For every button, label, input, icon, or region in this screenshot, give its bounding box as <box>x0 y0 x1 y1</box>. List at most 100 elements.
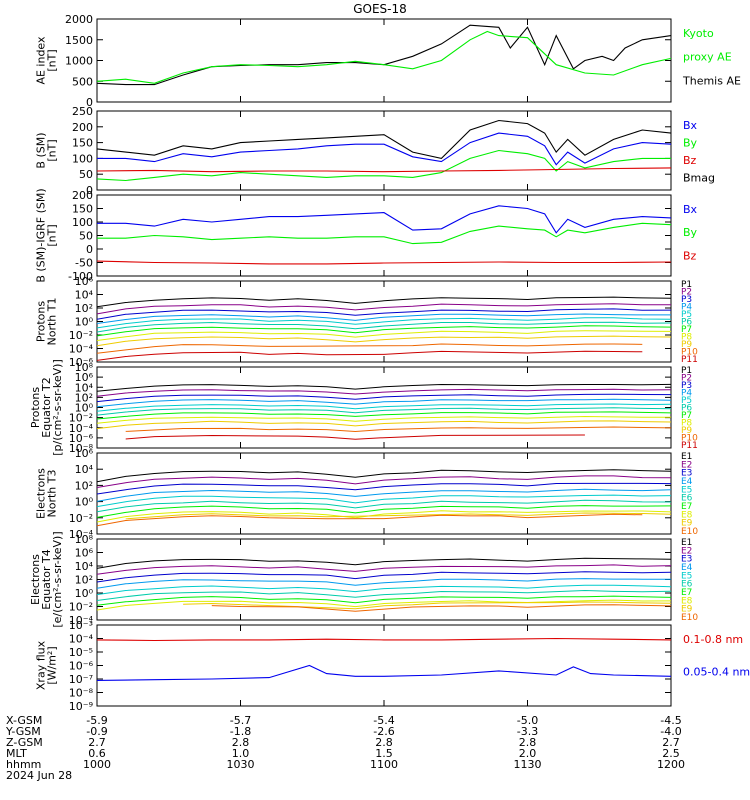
channel-line <box>96 584 672 596</box>
y-tick-label: 2000 <box>65 13 93 26</box>
y-tick-label: 10⁻⁸ <box>69 442 94 455</box>
y-tick-label: -100 <box>68 270 93 283</box>
footer-row-label: Z-GSM <box>6 736 43 749</box>
legend-label: Bz <box>683 154 697 167</box>
y-tick-label: 10⁴ <box>75 463 94 476</box>
y-tick-label: 10⁻⁷ <box>69 673 93 686</box>
channel-line <box>96 482 672 495</box>
y-tick-label: 10⁶ <box>75 547 94 560</box>
channel-line <box>96 488 672 502</box>
channel-line <box>96 383 672 392</box>
channel-line <box>96 589 672 601</box>
footer-value: 1.5 <box>375 747 393 760</box>
channel-legend-label: P9 <box>681 340 692 350</box>
footer-value: -4.0 <box>660 725 681 738</box>
y-axis-label: [W/m²] <box>46 646 59 684</box>
legend-label: By <box>683 226 698 239</box>
footer-row-label: X-GSM <box>6 714 42 727</box>
y-tick-label: 10⁰ <box>75 587 94 600</box>
channel-legend-label: P1 <box>681 280 692 290</box>
y-tick-label: 10⁶ <box>75 371 94 384</box>
channel-line <box>96 308 672 320</box>
channel-line <box>96 325 672 337</box>
channel-legend-label: E10 <box>681 613 698 623</box>
footer-value: 1030 <box>227 758 255 771</box>
channel-line <box>96 595 672 606</box>
channel-legend-label: P7 <box>681 411 692 421</box>
y-tick-label: 10⁶ <box>75 447 94 460</box>
channel-line <box>96 296 672 308</box>
y-tick-label: 10⁻⁴ <box>69 343 94 356</box>
footer-value: 2.7 <box>88 736 106 749</box>
channel-line <box>96 403 672 412</box>
series-line <box>96 637 672 642</box>
footer-value: -5.7 <box>230 714 251 727</box>
legend-label: Bx <box>683 119 698 132</box>
y-tick-label: 10⁻⁶ <box>69 660 94 673</box>
y-tick-label: 500 <box>72 75 93 88</box>
legend-label: proxy AE <box>683 51 732 64</box>
y-axis-label: Electrons <box>29 554 42 605</box>
channel-legend-label: E3 <box>681 469 692 479</box>
y-tick-label: 10⁰ <box>75 496 94 509</box>
panel-5: 10⁸10⁶10⁴10²10⁰10⁻²10⁻⁴10⁻⁶10⁻⁸ProtonsEq… <box>29 359 698 456</box>
footer-row-label: Y-GSM <box>5 725 41 738</box>
y-axis-label: [p/(cm²-s-sr-keV)] <box>51 359 64 456</box>
channel-legend-label: P3 <box>681 381 692 391</box>
y-tick-label: 10² <box>75 574 93 587</box>
y-axis-label: Equator T2 <box>40 377 53 437</box>
channel-legend-label: E8 <box>681 510 693 520</box>
channel-line <box>96 578 672 589</box>
channel-legend-label: E7 <box>681 588 692 598</box>
channel-line <box>96 475 672 488</box>
series-line <box>97 205 672 234</box>
channel-line <box>96 499 672 513</box>
channel-legend-label: E9 <box>681 519 693 529</box>
legend-label: 0.05-0.4 nm <box>683 665 750 678</box>
channel-line <box>96 411 672 420</box>
footer-value: 0.6 <box>88 747 106 760</box>
y-tick-label: 10⁻⁶ <box>69 356 94 369</box>
channel-legend-label: E9 <box>681 605 693 615</box>
channel-line <box>96 510 672 523</box>
y-tick-label: 10⁻⁴ <box>69 614 94 627</box>
channel-legend-label: E4 <box>681 477 693 487</box>
channel-line <box>96 321 672 333</box>
figure-title: GOES-18 <box>353 2 407 16</box>
y-tick-label: 250 <box>72 105 93 118</box>
y-tick-label: 10⁸ <box>75 533 94 546</box>
channel-legend-label: P4 <box>681 303 692 313</box>
channel-legend-label: P11 <box>681 441 698 451</box>
channel-legend-label: P6 <box>681 318 692 328</box>
y-tick-label: 0 <box>86 96 93 109</box>
y-tick-label: 100 <box>72 216 93 229</box>
series-line <box>96 664 672 681</box>
channel-legend-label: E6 <box>681 494 693 504</box>
y-tick-label: 0 <box>86 184 93 197</box>
y-axis-label: North T3 <box>46 470 59 518</box>
channel-legend-label: E3 <box>681 555 692 565</box>
channel-line <box>125 434 585 440</box>
y-tick-label: 10⁻⁸ <box>69 687 94 700</box>
y-tick-label: 10⁶ <box>75 275 94 288</box>
panel-frame <box>96 110 672 191</box>
channel-line <box>96 407 672 416</box>
footer-value: 2.8 <box>519 736 537 749</box>
series-line <box>96 30 672 84</box>
y-tick-label: 10⁴ <box>75 381 94 394</box>
channel-line <box>96 599 672 611</box>
channel-line <box>96 494 672 508</box>
channel-line <box>125 426 672 433</box>
channel-legend-label: P6 <box>681 404 692 414</box>
channel-line <box>96 564 672 575</box>
footer-value: 2.8 <box>232 736 250 749</box>
series-line <box>96 24 672 86</box>
series-line <box>96 149 671 182</box>
y-tick-label: 10⁻² <box>69 512 93 525</box>
y-axis-label: Electrons <box>35 468 48 519</box>
y-axis-label: [e/(cm²-s-sr-keV)] <box>51 531 64 627</box>
channel-legend-label: E6 <box>681 580 693 590</box>
